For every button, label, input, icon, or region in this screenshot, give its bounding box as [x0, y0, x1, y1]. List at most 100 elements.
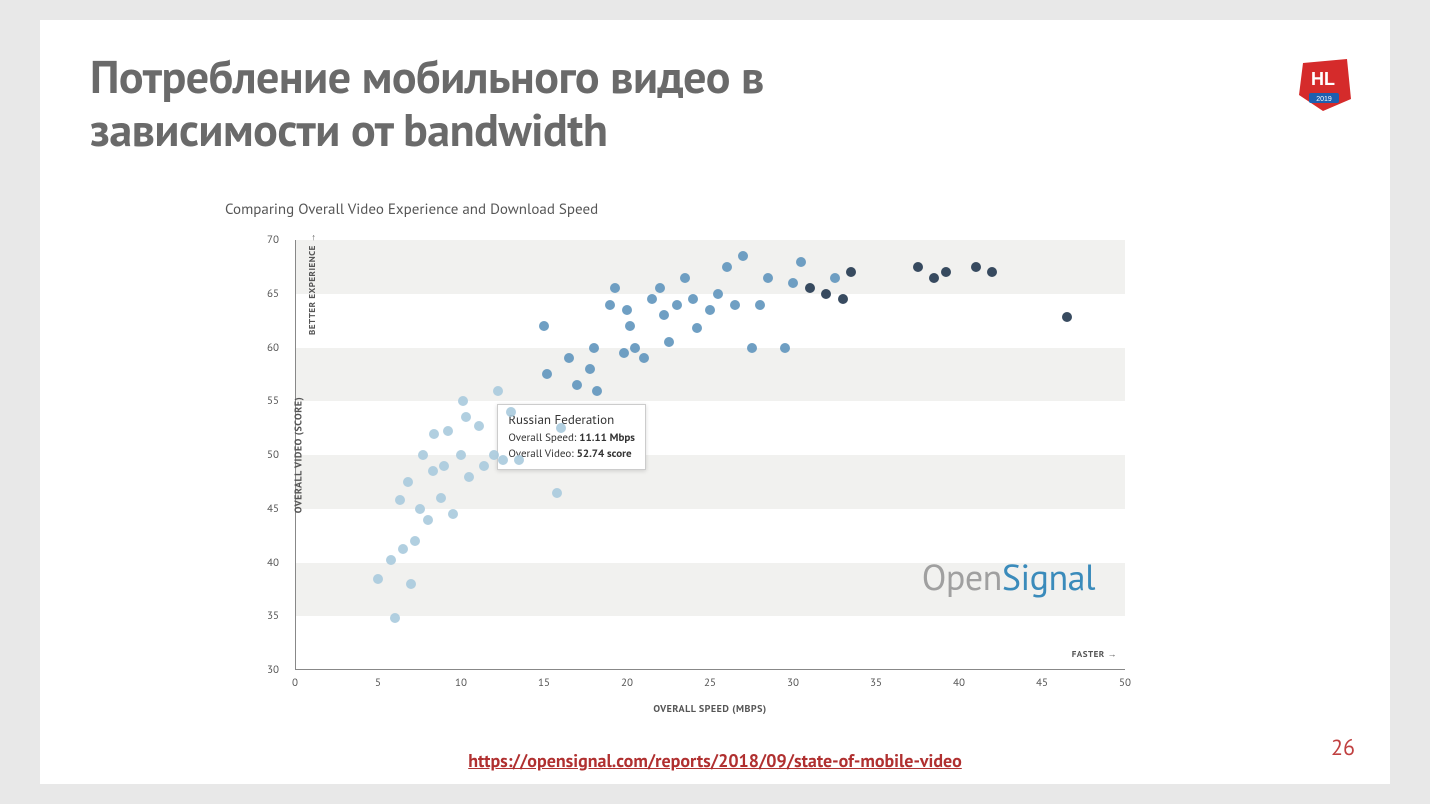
- x-tick: 35: [870, 676, 882, 690]
- data-point[interactable]: [474, 421, 484, 431]
- data-point[interactable]: [461, 412, 471, 422]
- data-point[interactable]: [564, 353, 574, 363]
- data-point[interactable]: [589, 343, 599, 353]
- y-tick: 50: [267, 448, 279, 462]
- x-tick: 40: [953, 676, 965, 690]
- data-point[interactable]: [987, 267, 997, 277]
- data-point[interactable]: [971, 262, 981, 272]
- data-point[interactable]: [655, 283, 665, 293]
- data-point[interactable]: [395, 495, 405, 505]
- data-point[interactable]: [556, 423, 566, 433]
- data-point[interactable]: [456, 450, 466, 460]
- x-tick: 10: [455, 676, 467, 690]
- y-tick: 60: [267, 341, 279, 355]
- y-tick: 40: [267, 556, 279, 570]
- source-link[interactable]: https://opensignal.com/reports/2018/09/s…: [468, 749, 962, 772]
- chart-title: Comparing Overall Video Experience and D…: [225, 200, 598, 219]
- data-point[interactable]: [572, 380, 582, 390]
- data-point[interactable]: [913, 262, 923, 272]
- x-tick: 50: [1119, 676, 1131, 690]
- tooltip-speed-row: Overall Speed: 11.11 Mbps: [508, 431, 635, 447]
- x-tick: 0: [292, 676, 298, 690]
- data-point[interactable]: [592, 386, 602, 396]
- data-point[interactable]: [672, 300, 682, 310]
- x-tick: 5: [375, 676, 381, 690]
- x-tick: 20: [621, 676, 633, 690]
- data-point[interactable]: [821, 289, 831, 299]
- tooltip-speed-label: Overall Speed:: [508, 431, 576, 445]
- data-point[interactable]: [738, 251, 748, 261]
- data-point[interactable]: [659, 310, 669, 320]
- data-point[interactable]: [514, 455, 524, 465]
- data-point[interactable]: [542, 369, 552, 379]
- y-axis-label: OVERALL VIDEO (SCORE): [292, 397, 305, 513]
- data-point[interactable]: [680, 273, 690, 283]
- x-tick: 15: [538, 676, 550, 690]
- data-point[interactable]: [479, 461, 489, 471]
- data-point[interactable]: [639, 353, 649, 363]
- data-point[interactable]: [622, 305, 632, 315]
- data-point[interactable]: [458, 396, 468, 406]
- data-point[interactable]: [605, 300, 615, 310]
- grid-band: [295, 240, 1125, 294]
- data-point[interactable]: [448, 509, 458, 519]
- data-point[interactable]: [747, 343, 757, 353]
- data-point[interactable]: [619, 348, 629, 358]
- data-point[interactable]: [796, 257, 806, 267]
- grid-band: [295, 348, 1125, 402]
- tooltip-speed-value: 11.11 Mbps: [579, 431, 635, 445]
- data-point[interactable]: [805, 283, 815, 293]
- data-point[interactable]: [403, 477, 413, 487]
- data-point[interactable]: [688, 294, 698, 304]
- data-point[interactable]: [428, 466, 438, 476]
- data-point[interactable]: [436, 493, 446, 503]
- data-point[interactable]: [443, 426, 453, 436]
- data-point[interactable]: [929, 273, 939, 283]
- data-point[interactable]: [552, 488, 562, 498]
- data-point[interactable]: [730, 300, 740, 310]
- data-point[interactable]: [493, 386, 503, 396]
- slide: Потребление мобильного видео в зависимос…: [40, 20, 1390, 784]
- data-point[interactable]: [755, 300, 765, 310]
- chart-container: Comparing Overall Video Experience and D…: [225, 200, 1145, 740]
- data-point[interactable]: [763, 273, 773, 283]
- data-point[interactable]: [498, 455, 508, 465]
- data-point[interactable]: [439, 461, 449, 471]
- data-point[interactable]: [373, 574, 383, 584]
- data-point[interactable]: [788, 278, 798, 288]
- y-tick: 55: [267, 394, 279, 408]
- data-point[interactable]: [539, 321, 549, 331]
- data-point[interactable]: [630, 343, 640, 353]
- data-point[interactable]: [664, 337, 674, 347]
- data-point[interactable]: [705, 305, 715, 315]
- data-point[interactable]: [1062, 312, 1072, 322]
- highload-logo-icon: HL 2019: [1295, 55, 1355, 115]
- data-point[interactable]: [780, 343, 790, 353]
- data-point[interactable]: [585, 364, 595, 374]
- data-point[interactable]: [390, 613, 400, 623]
- data-point[interactable]: [386, 555, 396, 565]
- data-point[interactable]: [941, 267, 951, 277]
- data-point[interactable]: [846, 267, 856, 277]
- data-point[interactable]: [713, 289, 723, 299]
- data-point[interactable]: [406, 579, 416, 589]
- data-point[interactable]: [647, 294, 657, 304]
- data-point[interactable]: [722, 262, 732, 272]
- data-point[interactable]: [410, 536, 420, 546]
- svg-text:2019: 2019: [1316, 96, 1332, 103]
- data-point[interactable]: [625, 321, 635, 331]
- data-point[interactable]: [506, 407, 516, 417]
- data-point[interactable]: [415, 504, 425, 514]
- x-axis-line: [295, 669, 1125, 670]
- data-point[interactable]: [464, 472, 474, 482]
- data-point[interactable]: [830, 273, 840, 283]
- data-point[interactable]: [692, 323, 702, 333]
- data-point[interactable]: [610, 283, 620, 293]
- tooltip-video-row: Overall Video: 52.74 score: [508, 447, 635, 463]
- data-point[interactable]: [838, 294, 848, 304]
- data-point[interactable]: [418, 450, 428, 460]
- data-point[interactable]: [423, 515, 433, 525]
- data-point[interactable]: [429, 429, 439, 439]
- data-point[interactable]: [398, 544, 408, 554]
- x-axis-label: OVERALL SPEED (MBPS): [653, 702, 766, 715]
